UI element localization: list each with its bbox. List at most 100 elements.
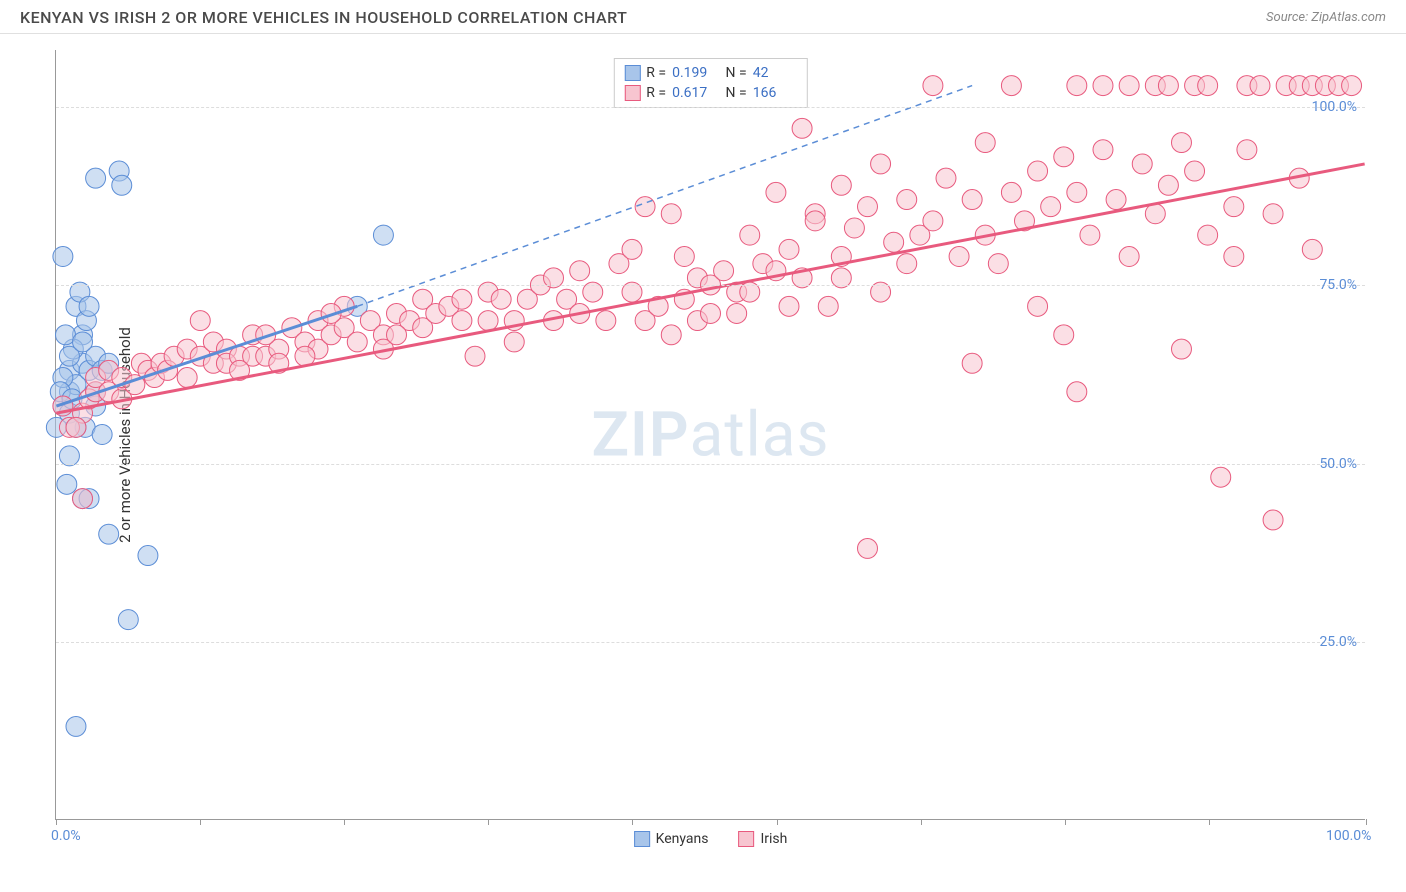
legend-swatch-kenyans — [634, 831, 650, 847]
data-point — [949, 247, 969, 267]
gridline-h — [56, 464, 1365, 465]
data-point — [858, 197, 878, 217]
y-tick-label: 75.0% — [1319, 277, 1357, 293]
scatter-plot-svg — [56, 50, 1365, 819]
regression-line — [56, 164, 1364, 413]
data-point — [1067, 182, 1087, 202]
gridline-h — [56, 285, 1365, 286]
data-point — [452, 311, 472, 331]
data-point — [923, 211, 943, 231]
data-point — [1119, 76, 1139, 96]
y-tick-label: 100.0% — [1312, 99, 1357, 115]
data-point — [491, 289, 511, 309]
n-value-kenyans: 42 — [753, 65, 797, 81]
x-tick-mark — [1065, 819, 1066, 825]
data-point — [766, 182, 786, 202]
data-point — [1028, 161, 1048, 181]
data-point — [504, 332, 524, 352]
x-tick-mark — [56, 819, 57, 825]
source-attribution: Source: ZipAtlas.com — [1266, 10, 1386, 25]
header: KENYAN VS IRISH 2 OR MORE VEHICLES IN HO… — [0, 0, 1406, 34]
data-point — [1067, 382, 1087, 402]
data-point — [478, 311, 498, 331]
x-tick-label: 100.0% — [1326, 828, 1371, 844]
data-point — [57, 474, 77, 494]
data-point — [1342, 76, 1362, 96]
data-point — [177, 368, 197, 388]
data-point — [1263, 510, 1283, 530]
data-point — [897, 254, 917, 274]
x-tick-mark — [1366, 819, 1367, 825]
data-point — [923, 76, 943, 96]
data-point — [714, 261, 734, 281]
legend-label-kenyans: Kenyans — [656, 831, 709, 847]
data-point — [635, 197, 655, 217]
data-point — [701, 303, 721, 323]
data-point — [1185, 161, 1205, 181]
data-point — [373, 225, 393, 245]
n-label: N = — [722, 65, 747, 81]
data-point — [805, 211, 825, 231]
data-point — [387, 325, 407, 345]
data-point — [465, 346, 485, 366]
data-point — [66, 716, 86, 736]
data-point — [884, 232, 904, 252]
data-point — [1158, 175, 1178, 195]
data-point — [779, 239, 799, 259]
x-tick-mark — [777, 819, 778, 825]
data-point — [570, 261, 590, 281]
data-point — [1158, 76, 1178, 96]
legend-item-irish: Irish — [738, 831, 787, 847]
regression-line-extrapolated — [357, 86, 972, 307]
data-point — [347, 332, 367, 352]
legend-swatch-irish — [738, 831, 754, 847]
data-point — [138, 546, 158, 566]
data-point — [1198, 76, 1218, 96]
data-point — [1041, 197, 1061, 217]
stats-box: R = 0.199 N = 42 R = 0.617 N = 166 — [613, 58, 807, 108]
y-tick-label: 25.0% — [1319, 634, 1357, 650]
data-point — [1224, 197, 1244, 217]
data-point — [818, 296, 838, 316]
stats-row-kenyans: R = 0.199 N = 42 — [624, 63, 796, 83]
y-tick-label: 50.0% — [1319, 456, 1357, 472]
data-point — [53, 247, 73, 267]
data-point — [792, 118, 812, 138]
n-value-irish: 166 — [753, 85, 797, 101]
data-point — [962, 353, 982, 373]
swatch-kenyans — [624, 65, 640, 81]
data-point — [1106, 190, 1126, 210]
data-point — [1263, 204, 1283, 224]
data-point — [1302, 239, 1322, 259]
data-point — [1172, 133, 1192, 153]
gridline-h — [56, 642, 1365, 643]
data-point — [1093, 76, 1113, 96]
data-point — [975, 133, 995, 153]
data-point — [727, 303, 747, 323]
data-point — [988, 254, 1008, 274]
data-point — [858, 538, 878, 558]
data-point — [79, 296, 99, 316]
data-point — [1211, 467, 1231, 487]
data-point — [112, 175, 132, 195]
data-point — [936, 168, 956, 188]
data-point — [661, 325, 681, 345]
data-point — [73, 489, 93, 509]
x-tick-mark — [921, 819, 922, 825]
data-point — [1172, 339, 1192, 359]
data-point — [1093, 140, 1113, 160]
data-point — [740, 225, 760, 245]
data-point — [962, 190, 982, 210]
data-point — [1080, 225, 1100, 245]
data-point — [1067, 76, 1087, 96]
data-point — [661, 204, 681, 224]
data-point — [1145, 204, 1165, 224]
data-point — [674, 247, 694, 267]
data-point — [452, 289, 472, 309]
r-label: R = — [646, 85, 666, 101]
data-point — [622, 239, 642, 259]
data-point — [73, 332, 93, 352]
data-point — [844, 218, 864, 238]
plot-area: ZIPatlas R = 0.199 N = 42 R = 0.617 N = … — [55, 50, 1365, 820]
data-point — [66, 417, 86, 437]
